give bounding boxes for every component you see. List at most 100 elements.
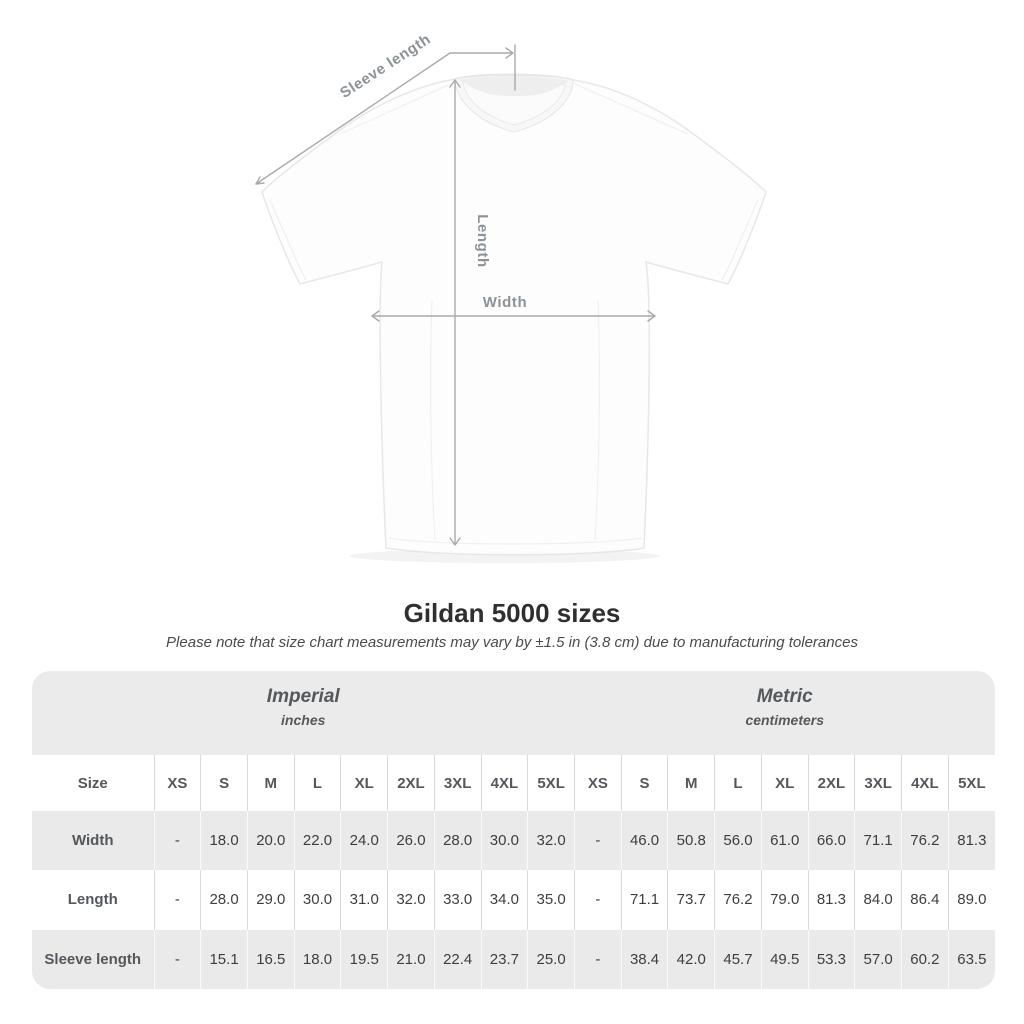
sleeve-length-arrow <box>255 47 514 185</box>
size-header-cell: 4XL <box>901 755 949 811</box>
measurement-cell: 29.0 <box>246 870 295 930</box>
length-label: Length <box>474 214 491 268</box>
measurement-cell: 33.0 <box>433 870 482 930</box>
measurement-cell: 31.0 <box>340 870 388 930</box>
measurement-cell: 61.0 <box>760 811 809 871</box>
measurement-cell: 34.0 <box>480 870 528 930</box>
measurement-cell: - <box>153 811 201 871</box>
size-header-cell: 3XL <box>433 755 482 811</box>
measurement-cell: 46.0 <box>620 811 668 871</box>
imperial-header: Imperial inches <box>32 671 575 755</box>
measurement-cell: 71.1 <box>620 870 668 930</box>
measurement-row-label: Sleeve length <box>32 929 154 989</box>
metric-header: Metric centimeters <box>574 671 995 755</box>
measurement-cell: 26.0 <box>387 811 435 871</box>
page-subtitle: Please note that size chart measurements… <box>166 634 858 651</box>
imperial-header-unit: inches <box>281 712 326 728</box>
metric-header-unit: centimeters <box>745 712 825 728</box>
size-table-container: Imperial inches Metric centimeters Size … <box>32 671 995 989</box>
shirt-body <box>261 73 767 556</box>
measurement-cell: - <box>153 929 201 989</box>
measurement-cell: 66.0 <box>807 811 855 871</box>
size-header-cell: 4XL <box>480 755 528 811</box>
size-header-cell: XS <box>153 755 201 811</box>
measurement-cell: 28.0 <box>200 870 248 930</box>
measurement-row: Length -28.0 29.0 30.0 31.0 32.0 33.0 34.0 35.0-… <box>32 870 995 930</box>
measurement-cell: 60.2 <box>901 929 949 989</box>
size-header-cell: S <box>620 755 668 811</box>
measurement-cell: 45.7 <box>714 929 762 989</box>
measurement-cell: 22.0 <box>293 811 341 871</box>
measurement-cell: 76.2 <box>901 811 949 871</box>
size-header-cell: L <box>714 755 762 811</box>
width-label: Width <box>483 294 528 311</box>
measurement-cell: 86.4 <box>901 870 949 930</box>
page-title: Gildan 5000 sizes <box>403 598 621 628</box>
measurement-row: Width -18.0 20.0 22.0 24.0 26.0 28.0 30.0 32.0-4… <box>32 811 995 871</box>
unit-header-row: Imperial inches Metric centimeters <box>32 671 995 755</box>
measurement-cell: 30.0 <box>293 870 341 930</box>
measurement-cell: 22.4 <box>433 929 482 989</box>
shirt-seams <box>269 81 759 545</box>
measurement-cell: 18.0 <box>293 929 341 989</box>
measurement-cell: 57.0 <box>854 929 902 989</box>
size-header-cell: XL <box>340 755 388 811</box>
size-header-cell: XL <box>760 755 809 811</box>
metric-header-label: Metric <box>756 686 813 707</box>
measurement-cell: 19.5 <box>340 929 388 989</box>
measurement-cell: 35.0 <box>527 870 575 930</box>
size-header-cell: 5XL <box>947 755 995 811</box>
measurement-row: Sleeve length -15.1 16.5 18.0 19.5 21.0 22.4 23… <box>32 929 995 989</box>
measurement-cell: 56.0 <box>714 811 762 871</box>
measurement-cell: 81.3 <box>807 870 855 930</box>
measurement-cell: 15.1 <box>200 929 248 989</box>
measurement-cell: 24.0 <box>340 811 388 871</box>
size-header-cell: L <box>293 755 341 811</box>
measurement-cell: 32.0 <box>387 870 435 930</box>
measurement-cell: 18.0 <box>200 811 248 871</box>
size-header-cell: 3XL <box>854 755 902 811</box>
measurement-cell: 63.5 <box>947 929 995 989</box>
measurement-cell: - <box>153 870 201 930</box>
measurement-cell: - <box>573 811 622 871</box>
size-header-cell: M <box>667 755 715 811</box>
tshirt-diagram: Sleeve length Length Width <box>255 31 767 563</box>
measurement-cell: 23.7 <box>480 929 528 989</box>
measurement-cell: 76.2 <box>714 870 762 930</box>
size-header-row: Size XS S M L XL 2XL 3XL 4XL 5XL XS S M L XL 2XL 3XL 4XL… <box>32 755 995 811</box>
size-corner-label: Size <box>32 755 154 811</box>
measurement-cell: 25.0 <box>527 929 575 989</box>
size-table: Imperial inches Metric centimeters Size … <box>32 671 995 989</box>
measurement-cell: 16.5 <box>246 929 295 989</box>
measurement-cell: 38.4 <box>620 929 668 989</box>
size-header-cell: M <box>246 755 295 811</box>
measurement-cell: 73.7 <box>667 870 715 930</box>
size-header-cell: 5XL <box>527 755 575 811</box>
measurement-cell: 79.0 <box>760 870 809 930</box>
measurement-cell: 30.0 <box>480 811 528 871</box>
measurement-cell: 81.3 <box>947 811 995 871</box>
length-arrow <box>449 79 461 546</box>
measurement-cell: 42.0 <box>667 929 715 989</box>
width-arrow <box>371 310 656 322</box>
imperial-header-label: Imperial <box>266 686 340 707</box>
measurement-cell: 89.0 <box>947 870 995 930</box>
measurement-cell: 53.3 <box>807 929 855 989</box>
measurement-cell: 84.0 <box>854 870 902 930</box>
measurement-cell: 21.0 <box>387 929 435 989</box>
tshirt-svg: Sleeve length Length Width <box>255 31 767 563</box>
measurement-cell: 71.1 <box>854 811 902 871</box>
shirt-collar-back <box>459 76 569 96</box>
size-header-cell: XS <box>573 755 622 811</box>
size-table-body: Width -18.0 20.0 22.0 24.0 26.0 28.0 30.0 32.0-4… <box>32 811 995 989</box>
size-header-cell: 2XL <box>387 755 435 811</box>
measurement-row-label: Length <box>32 870 154 930</box>
measurement-cell: 20.0 <box>246 811 295 871</box>
measurement-cell: 50.8 <box>667 811 715 871</box>
measurement-cell: - <box>573 929 622 989</box>
measurement-cell: 28.0 <box>433 811 482 871</box>
size-header-cell: S <box>200 755 248 811</box>
measurement-cell: 49.5 <box>760 929 809 989</box>
size-header-cell: 2XL <box>807 755 855 811</box>
